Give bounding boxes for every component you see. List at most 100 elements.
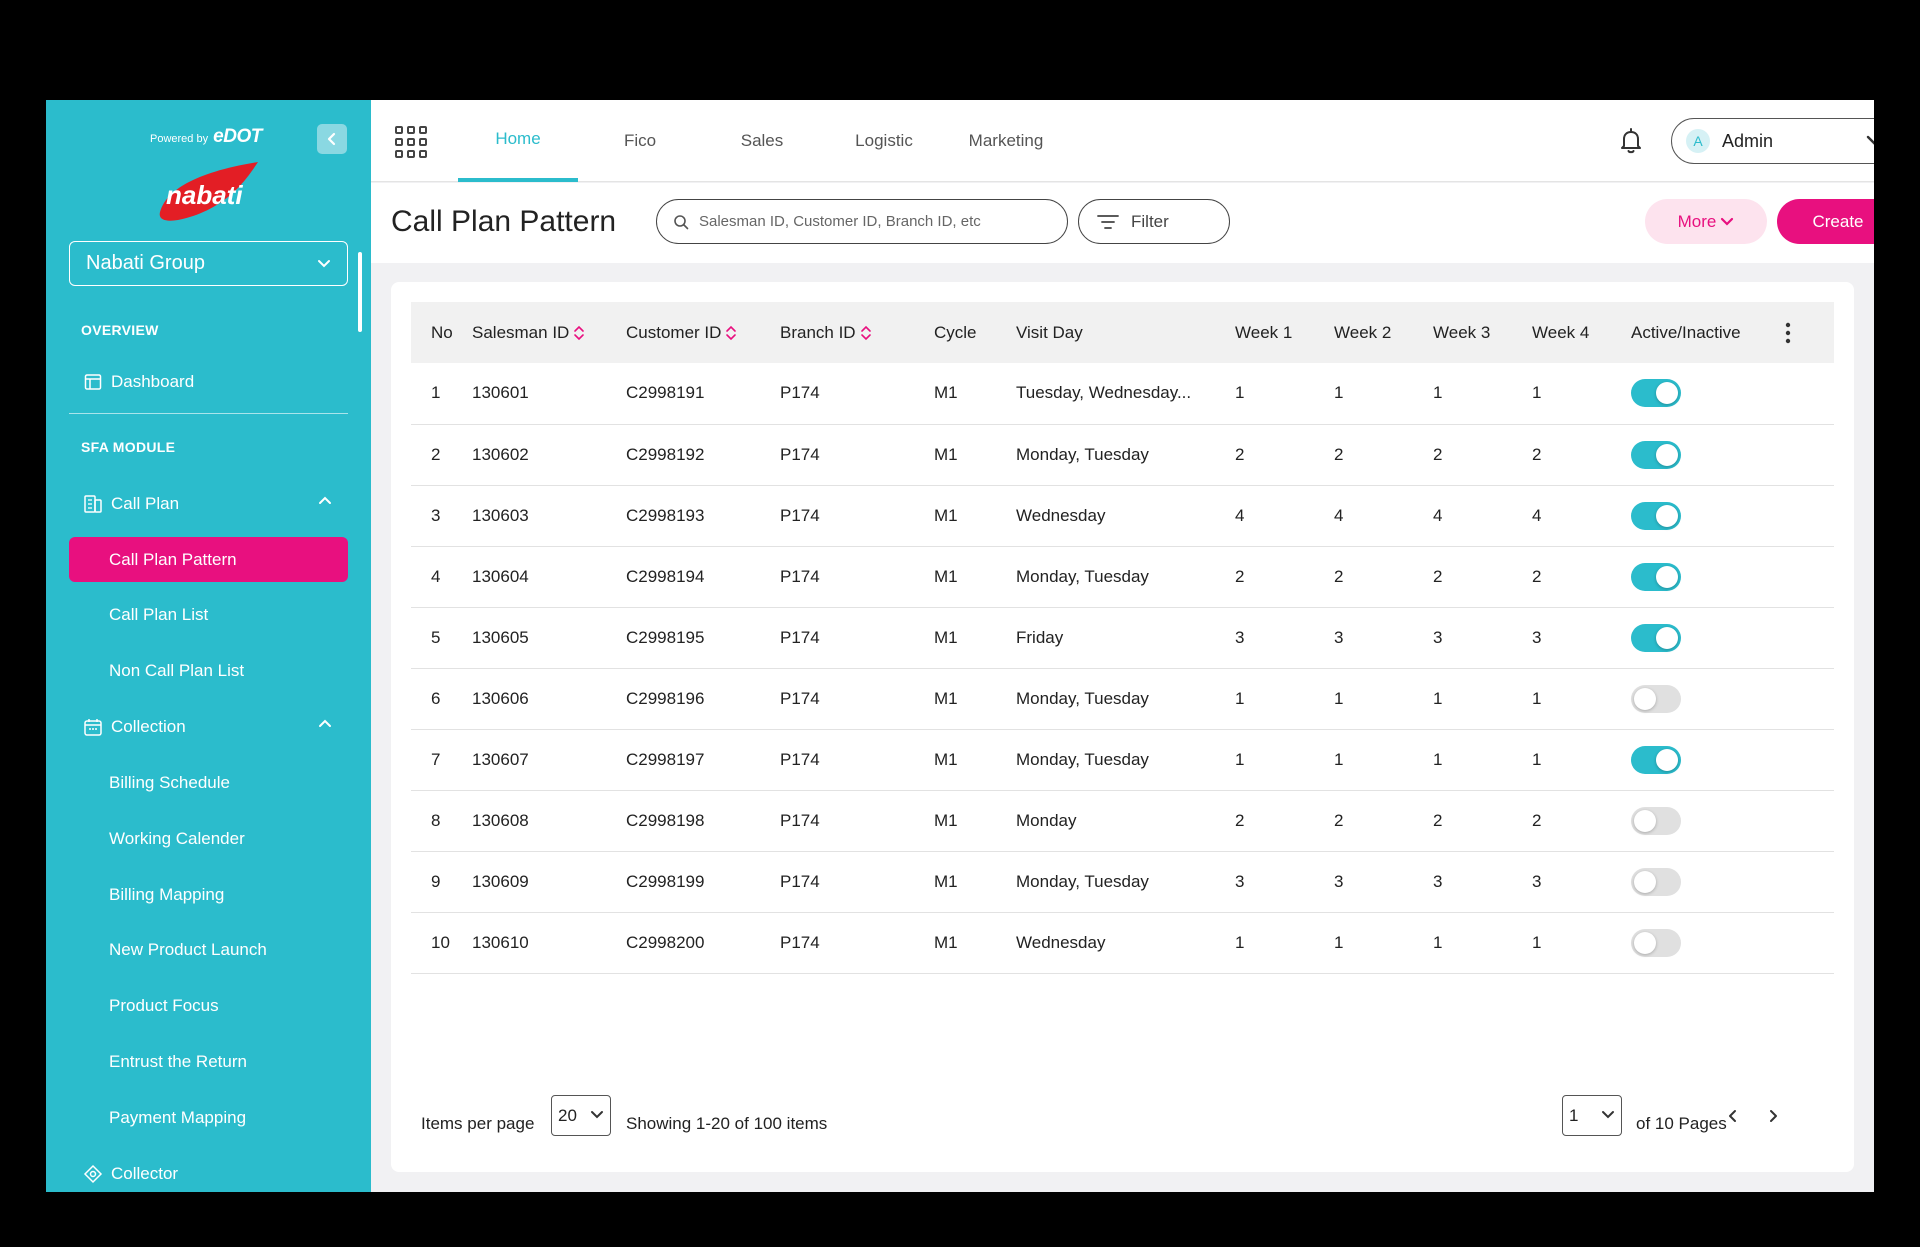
toggle-knob [1656,443,1678,466]
page-select[interactable]: 1 [1562,1095,1622,1136]
search-box[interactable] [656,199,1068,244]
cell-salesman-id: 130605 [472,607,626,669]
active-toggle[interactable] [1631,867,1681,896]
user-menu[interactable]: A Admin [1671,118,1874,164]
search-input[interactable] [699,213,1039,230]
sidebar-collapse-button[interactable] [317,124,347,154]
table-card: No Salesman ID Customer ID Branch ID Cyc… [391,282,1854,1172]
tab-sales[interactable]: Sales [740,131,784,150]
column-header-salesman-id[interactable]: Salesman ID [472,302,626,363]
column-header-branch-id[interactable]: Branch ID [780,302,934,363]
more-vertical-icon[interactable] [1785,322,1791,344]
previous-page-button[interactable] [1723,1106,1743,1126]
sidebar-item-label: Working Calender [109,828,245,848]
next-page-button[interactable] [1763,1106,1783,1126]
chevron-up-icon[interactable] [318,718,332,728]
create-button[interactable]: Create [1777,199,1874,244]
cell-week-2: 2 [1334,424,1433,486]
cell-week-2: 4 [1334,485,1433,547]
table-row[interactable]: 4 130604 C2998194 P174 M1 Monday, Tuesday 2 2 2 2 [411,546,1834,608]
cell-branch-id: P174 [780,729,934,791]
more-button[interactable]: More [1645,199,1767,244]
sidebar-item-call-plan-pattern[interactable]: Call Plan Pattern [69,537,348,582]
filter-button[interactable]: Filter [1078,199,1230,244]
cell-week-3: 3 [1433,851,1532,913]
cell-week-1: 3 [1235,851,1334,913]
cell-active-inactive [1631,546,1785,608]
table-row[interactable]: 9 130609 C2998199 P174 M1 Monday, Tuesday 3 3 3 3 [411,851,1834,913]
cell-customer-id: C2998196 [626,668,780,730]
cell-no: 10 [411,912,472,974]
bell-icon[interactable] [1617,126,1645,156]
call-plan-table: No Salesman ID Customer ID Branch ID Cyc… [411,302,1834,974]
sidebar-item-collector[interactable]: Collector [69,1151,348,1192]
cell-salesman-id: 130603 [472,485,626,547]
tab-fico[interactable]: Fico [623,131,657,150]
sidebar-item-working-calender[interactable]: Working Calender [69,816,348,861]
items-per-page-select[interactable]: 20 [551,1095,611,1136]
sort-icon[interactable] [573,325,585,341]
sort-icon[interactable] [725,325,737,341]
active-toggle[interactable] [1631,562,1681,591]
active-toggle[interactable] [1631,806,1681,835]
cell-cycle: M1 [934,546,1016,608]
sidebar-scrollbar[interactable] [358,252,362,332]
cell-salesman-id: 130602 [472,424,626,486]
column-header-cycle: Cycle [934,322,977,342]
active-toggle[interactable] [1631,623,1681,652]
cell-visit-day: Tuesday, Wednesday... [1016,363,1235,425]
cell-cycle: M1 [934,424,1016,486]
column-header-customer-id[interactable]: Customer ID [626,302,780,363]
table-row[interactable]: 6 130606 C2998196 P174 M1 Monday, Tuesday 1 1 1 1 [411,668,1834,730]
toggle-knob [1634,870,1656,893]
table-row[interactable]: 5 130605 C2998195 P174 M1 Friday 3 3 3 3 [411,607,1834,669]
cell-empty [1785,912,1834,974]
powered-by-label: Powered by [150,133,209,145]
tab-marketing[interactable]: Marketing [968,131,1044,150]
calendar-icon [83,717,103,737]
table-row[interactable]: 7 130607 C2998197 P174 M1 Monday, Tuesday 1 1 1 1 [411,729,1834,791]
cell-active-inactive [1631,485,1785,547]
cell-week-2: 2 [1334,546,1433,608]
table-row[interactable]: 2 130602 C2998192 P174 M1 Monday, Tuesday 2 2 2 2 [411,424,1834,486]
active-toggle[interactable] [1631,501,1681,530]
sidebar-item-billing-mapping[interactable]: Billing Mapping [69,872,348,917]
company-select[interactable]: Nabati Group [69,241,348,286]
active-toggle[interactable] [1631,379,1681,408]
sort-icon[interactable] [860,325,872,341]
active-toggle[interactable] [1631,440,1681,469]
sidebar-item-call-plan[interactable]: Call Plan [69,481,348,526]
sidebar-item-new-product-launch[interactable]: New Product Launch [69,927,348,972]
sidebar-item-billing-schedule[interactable]: Billing Schedule [69,760,348,805]
chevron-up-icon[interactable] [318,495,332,505]
table-row[interactable]: 3 130603 C2998193 P174 M1 Wednesday 4 4 4 4 [411,485,1834,547]
table-row[interactable]: 1 130601 C2998191 P174 M1 Tuesday, Wednesday.… [411,363,1834,425]
table-row[interactable]: 8 130608 C2998198 P174 M1 Monday 2 2 2 2 [411,790,1834,852]
active-toggle[interactable] [1631,684,1681,713]
cell-week-1: 3 [1235,607,1334,669]
sidebar-item-non-call-plan-list[interactable]: Non Call Plan List [69,648,348,693]
more-label: More [1677,211,1717,231]
cell-visit-day: Monday, Tuesday [1016,668,1235,730]
cell-branch-id: P174 [780,607,934,669]
sidebar-item-collection[interactable]: Collection [69,704,348,749]
tab-logistic[interactable]: Logistic [855,131,913,150]
sidebar-item-call-plan-list[interactable]: Call Plan List [69,592,348,637]
app-grid-icon[interactable] [395,126,427,158]
table-row[interactable]: 10 130610 C2998200 P174 M1 Wednesday 1 1 1 1 [411,912,1834,974]
app-window: Powered by eDOT nabati Nabati Group OVER… [46,100,1874,1192]
chevron-down-icon [1866,135,1874,145]
sidebar-item-label: Call Plan [111,493,180,513]
sidebar-item-entrust-the-return[interactable]: Entrust the Return [69,1039,348,1084]
tab-home[interactable]: Home [458,100,578,182]
sidebar-item-dashboard[interactable]: Dashboard [69,359,348,404]
sidebar-item-payment-mapping[interactable]: Payment Mapping [69,1095,348,1140]
cell-empty [1785,729,1834,791]
sidebar-item-product-focus[interactable]: Product Focus [69,983,348,1028]
active-toggle[interactable] [1631,745,1681,774]
active-toggle[interactable] [1631,928,1681,957]
chevron-left-icon [327,132,336,146]
call-plan-icon [83,494,103,514]
items-per-page-label: Items per page [421,1114,535,1133]
chevron-down-icon [318,259,330,267]
